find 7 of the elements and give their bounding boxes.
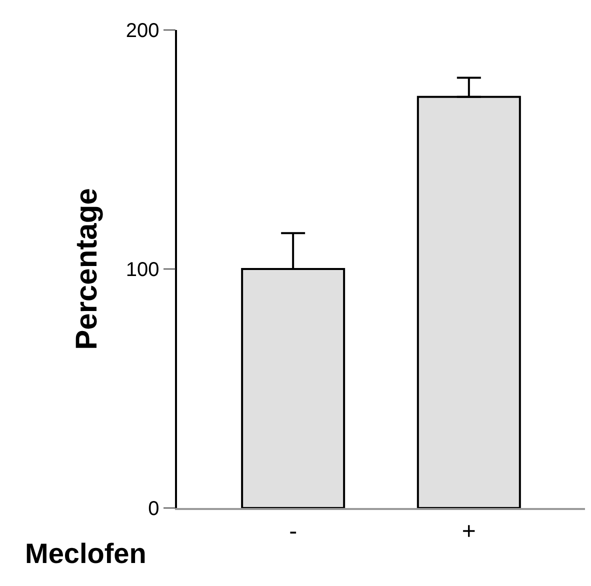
x-axis-title: Meclofen — [25, 538, 146, 569]
x-tick-label: - — [289, 518, 298, 545]
y-tick-label: 100 — [126, 259, 160, 281]
y-tick-label: 200 — [126, 20, 160, 42]
x-tick-label: + — [462, 518, 476, 545]
y-axis-title: Percentage — [70, 188, 104, 350]
y-tick-label: 0 — [148, 498, 160, 520]
